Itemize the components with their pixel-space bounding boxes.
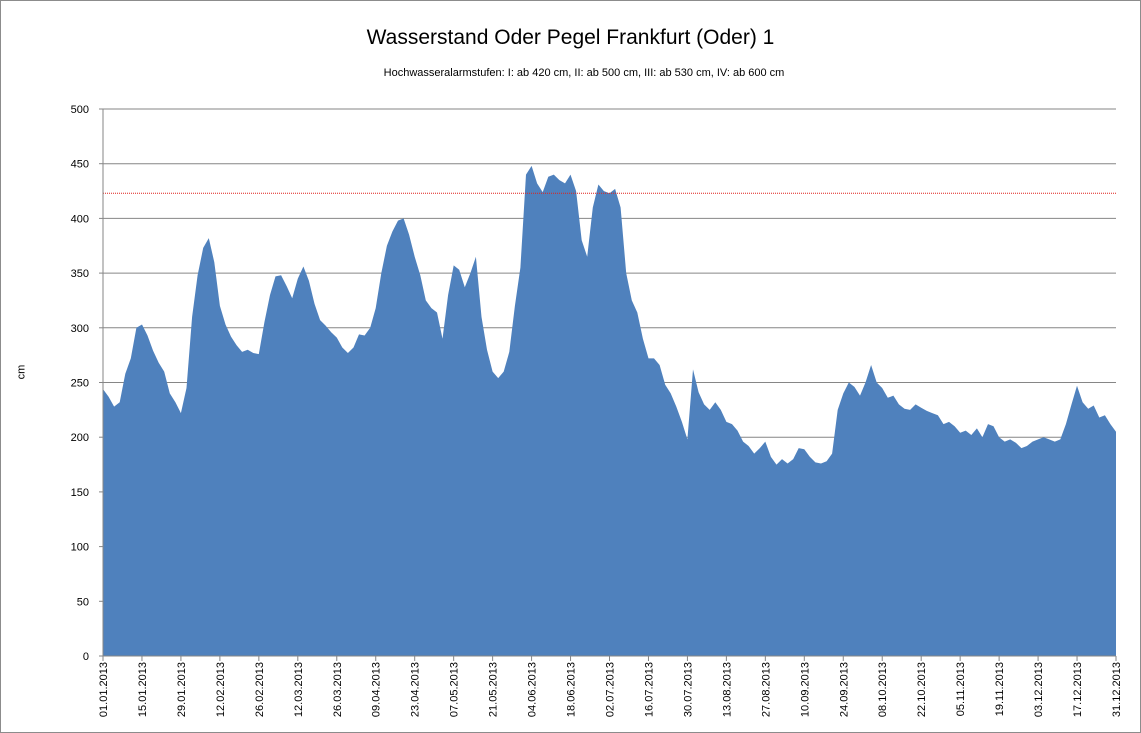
x-tick-label: 03.12.2013 <box>1033 662 1045 717</box>
y-tick-label: 50 <box>77 596 89 608</box>
x-tick-label: 29.01.2013 <box>176 662 188 717</box>
x-tick-label: 24.09.2013 <box>838 662 850 717</box>
axes <box>99 108 1117 661</box>
x-tick-label: 18.06.2013 <box>566 662 578 717</box>
x-tick-label: 13.08.2013 <box>721 662 733 717</box>
y-tick-label: 150 <box>71 487 89 499</box>
water-level-area <box>103 165 1116 656</box>
y-tick-label: 200 <box>71 432 89 444</box>
x-tick-label: 08.10.2013 <box>877 662 889 717</box>
x-tick-label: 17.12.2013 <box>1072 662 1084 717</box>
y-tick-label: 400 <box>71 213 89 225</box>
x-tick-label: 23.04.2013 <box>410 662 422 717</box>
y-tick-label: 100 <box>71 542 89 554</box>
x-tick-label: 02.07.2013 <box>605 662 617 717</box>
x-tick-label: 01.01.2013 <box>98 662 110 717</box>
x-tick-label: 26.02.2013 <box>254 662 266 717</box>
x-tick-label: 19.11.2013 <box>994 662 1006 716</box>
chart-subtitle: Hochwasseralarmstufen: I: ab 420 cm, II:… <box>383 67 785 79</box>
x-tick-label: 31.12.2013 <box>1111 662 1123 717</box>
x-tick-label: 12.02.2013 <box>215 662 227 717</box>
x-tick-label: 16.07.2013 <box>643 662 655 717</box>
x-tick-label: 05.11.2013 <box>955 662 967 716</box>
x-tick-label: 12.03.2013 <box>293 662 305 717</box>
chart-title: Wasserstand Oder Pegel Frankfurt (Oder) … <box>366 26 775 49</box>
x-tick-label: 07.05.2013 <box>449 662 461 717</box>
x-tick-label: 04.06.2013 <box>527 662 539 717</box>
x-tick-label: 22.10.2013 <box>916 662 928 717</box>
y-tick-label: 0 <box>83 651 89 663</box>
x-tick-label: 09.04.2013 <box>371 662 383 717</box>
x-tick-label: 26.03.2013 <box>332 662 344 717</box>
x-tick-label: 27.08.2013 <box>760 662 772 717</box>
x-tick-label: 10.09.2013 <box>799 662 811 717</box>
x-tick-label: 21.05.2013 <box>488 662 500 717</box>
y-tick-label: 300 <box>71 323 89 335</box>
y-tick-label: 250 <box>71 378 89 390</box>
x-tick-labels: 01.01.2013 15.01.2013 29.01.2013 12.02.2013… <box>98 662 1123 717</box>
y-tick-labels: 0 50 100 150 200 250 300 350 400 450 500 <box>71 104 89 663</box>
x-tick-label: 30.07.2013 <box>682 662 694 717</box>
y-tick-label: 450 <box>71 159 89 171</box>
y-tick-label: 500 <box>71 104 89 116</box>
y-tick-label: 350 <box>71 268 89 280</box>
x-tick-label: 15.01.2013 <box>137 662 149 717</box>
